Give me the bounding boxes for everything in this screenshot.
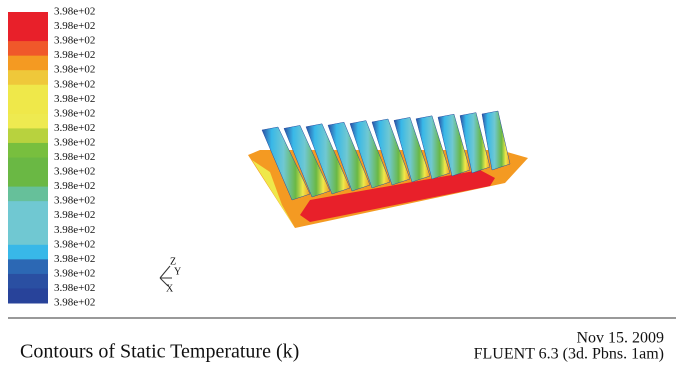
legend-swatch xyxy=(8,245,48,260)
footer-date: Nov 15. 2009 xyxy=(576,330,664,347)
legend-swatch xyxy=(8,128,48,143)
legend-label: 3.98e+02 xyxy=(54,151,95,163)
legend-label: 3.98e+02 xyxy=(54,93,95,105)
legend-label: 3.98e+02 xyxy=(54,282,95,294)
gear-rack xyxy=(248,111,528,228)
legend-label: 3.98e+02 xyxy=(54,107,95,119)
legend-label: 3.98e+02 xyxy=(54,64,95,76)
legend-swatch xyxy=(8,56,48,71)
legend-label: 3.98e+02 xyxy=(54,49,95,61)
color-legend: 3.98e+02 3.98e+02 3.98e+02 3.98e+02 3.98e+02… xyxy=(8,6,95,309)
fluent-window: 3.98e+02 3.98e+02 3.98e+02 3.98e+02 3.98e+02… xyxy=(0,0,676,372)
legend-label: 3.98e+02 xyxy=(54,195,95,207)
legend-swatch xyxy=(8,70,48,85)
legend-swatch xyxy=(8,230,48,245)
legend-swatch xyxy=(8,216,48,231)
legend-label: 3.98e+02 xyxy=(54,180,95,192)
axis-x: X xyxy=(166,283,174,294)
legend-label: 3.98e+02 xyxy=(54,78,95,90)
legend-label: 3.98e+02 xyxy=(54,209,95,221)
legend-label: 3.98e+02 xyxy=(54,136,95,148)
legend-swatch xyxy=(8,27,48,42)
legend-swatch xyxy=(8,288,48,303)
legend-swatch xyxy=(8,158,48,173)
legend-label: 3.98e+02 xyxy=(54,20,95,32)
legend-label: 3.98e+02 xyxy=(54,35,95,47)
legend-label: 3.98e+02 xyxy=(54,267,95,279)
legend-swatch xyxy=(8,85,48,100)
legend-label: 3.98e+02 xyxy=(54,238,95,250)
legend-label: 3.98e+02 xyxy=(54,6,95,18)
legend-label: 3.98e+02 xyxy=(54,297,95,309)
legend-label: 3.98e+02 xyxy=(54,166,95,178)
axis-triad: Z Y X xyxy=(160,256,181,294)
legend-swatch xyxy=(8,259,48,274)
legend-label: 3.98e+02 xyxy=(54,224,95,236)
legend-swatch xyxy=(8,143,48,158)
legend-swatch xyxy=(8,99,48,114)
legend-swatch xyxy=(8,41,48,56)
legend-swatch xyxy=(8,274,48,289)
legend-swatch xyxy=(8,12,48,27)
legend-swatch xyxy=(8,201,48,216)
axis-y: Y xyxy=(174,266,181,277)
footer-title: Contours of Static Temperature (k) xyxy=(20,341,299,363)
legend-swatch xyxy=(8,114,48,129)
legend-swatch xyxy=(8,172,48,187)
footer-version: FLUENT 6.3 (3d. Pbns. 1am) xyxy=(474,346,664,363)
legend-label: 3.98e+02 xyxy=(54,253,95,265)
legend-swatch xyxy=(8,187,48,202)
legend-label: 3.98e+02 xyxy=(54,122,95,134)
